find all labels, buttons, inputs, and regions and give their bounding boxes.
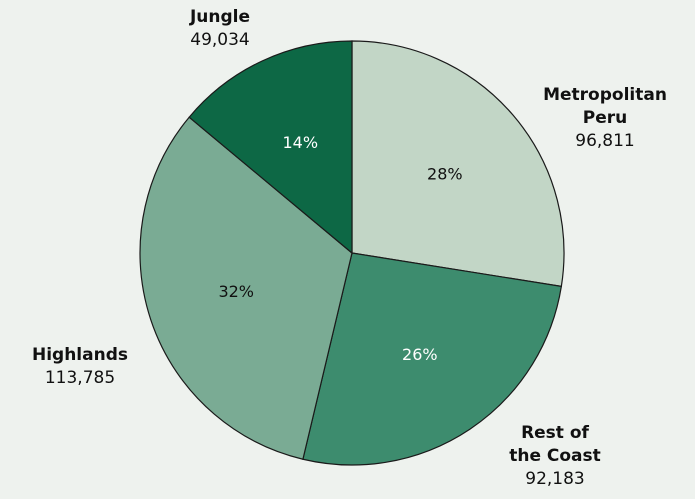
label-metropolitan-peru: Metropolitan Peru 96,811 [525, 84, 685, 153]
rest-of-the-coast-value: 92,183 [525, 469, 585, 489]
pie-percent-label-jungle: 14% [282, 133, 318, 152]
metropolitan-peru-name-line2: Peru [582, 108, 628, 128]
pie-percent-label-metro: 28% [427, 164, 463, 183]
pie-slice-rest [302, 252, 563, 466]
percent-labels: 28% 26% 32% 14% [218, 133, 462, 364]
pie-percent-label-highlands: 32% [218, 282, 254, 301]
label-rest-of-the-coast: Rest of the Coast 92,183 [490, 422, 620, 491]
pie-slice-jungle [188, 40, 353, 255]
pie-slice-metro [351, 40, 565, 288]
label-highlands: Highlands 113,785 [10, 344, 150, 390]
metropolitan-peru-name-line1: Metropolitan [543, 85, 667, 105]
pie-slice-highlands [139, 116, 353, 460]
jungle-name: Jungle [189, 7, 251, 27]
label-jungle: Jungle 49,034 [150, 6, 290, 52]
pie-percent-label-rest: 26% [402, 345, 438, 364]
pie-slices [139, 40, 565, 466]
rest-of-the-coast-name-line2: the Coast [509, 446, 601, 466]
rest-of-the-coast-name-line1: Rest of [521, 423, 589, 443]
metropolitan-peru-value: 96,811 [575, 131, 635, 151]
highlands-value: 113,785 [44, 368, 116, 388]
highlands-name: Highlands [31, 345, 128, 365]
jungle-value: 49,034 [190, 30, 250, 50]
